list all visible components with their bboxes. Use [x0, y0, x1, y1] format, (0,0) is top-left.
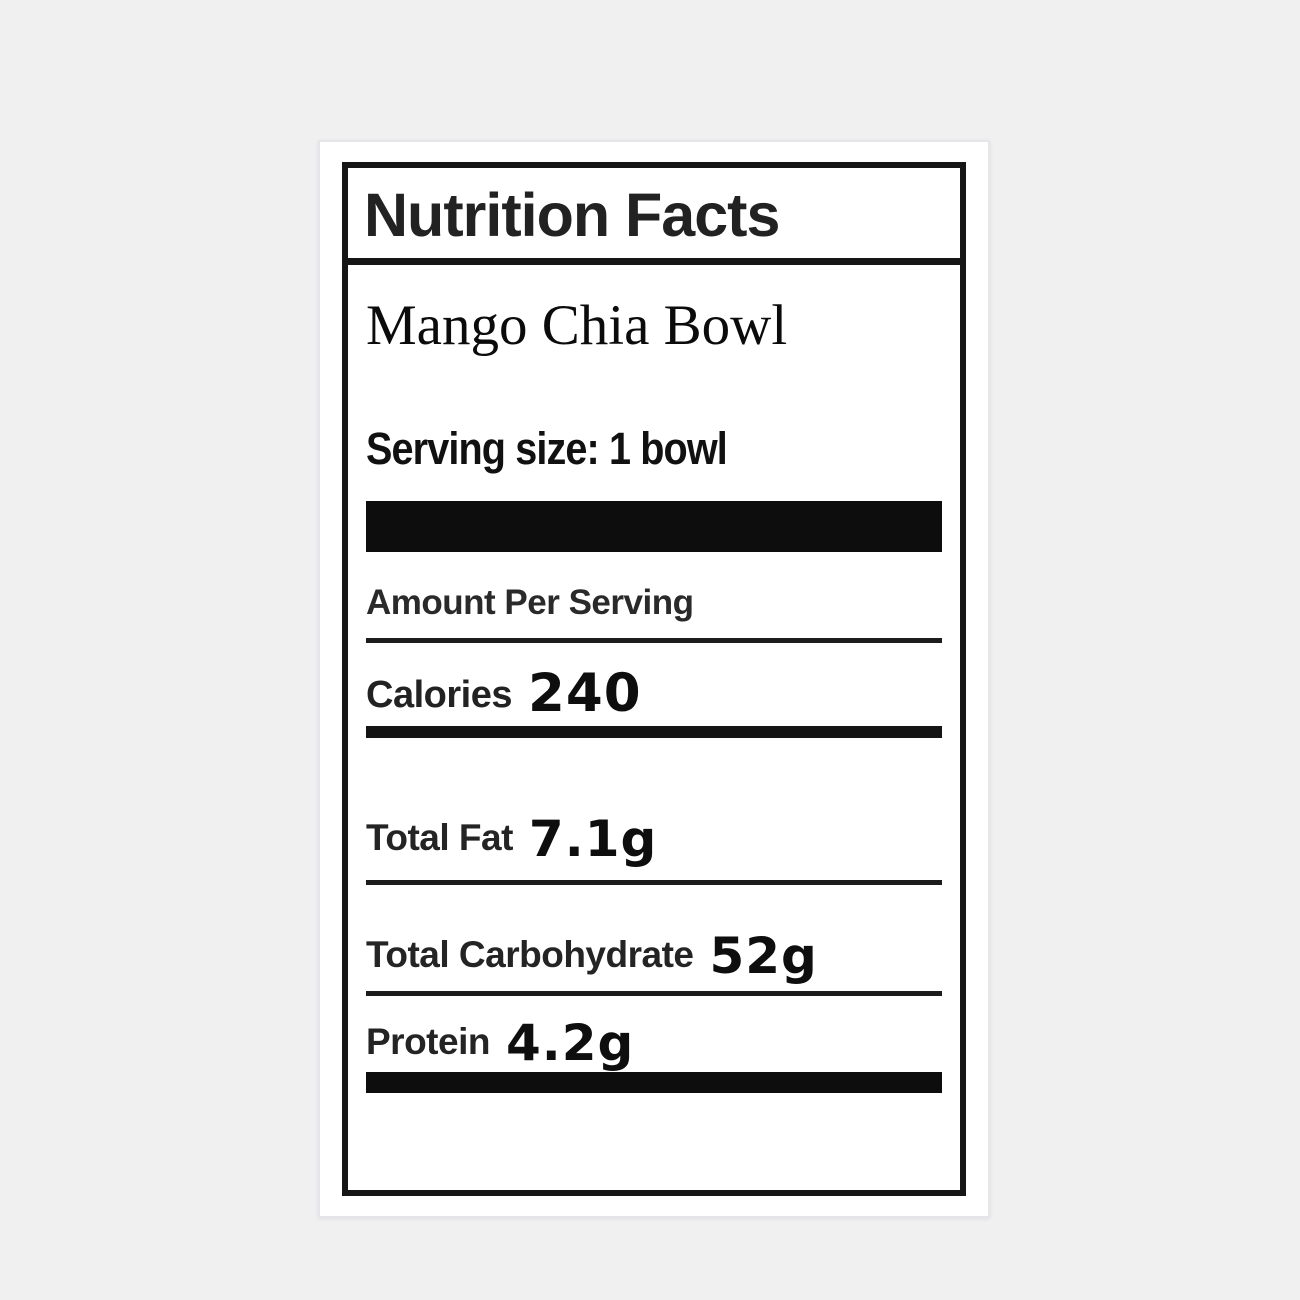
calories-label: Calories	[366, 674, 512, 716]
total-carbohydrate-label: Total Carbohydrate	[366, 934, 694, 975]
separator-bar-top	[366, 501, 942, 552]
protein-value: 4.2g	[505, 1014, 635, 1072]
label-title-section: Nutrition Facts	[348, 168, 960, 265]
nutrient-row-total-carbohydrate: Total Carbohydrate 52g	[366, 921, 942, 985]
product-name: Mango Chia Bowl	[366, 294, 788, 357]
divider-thin-2	[366, 880, 942, 885]
label-card: Nutrition Facts Mango Chia Bowl Serving …	[318, 140, 990, 1218]
divider-medium	[366, 726, 942, 738]
total-carbohydrate-value: 52g	[709, 927, 818, 985]
label-title: Nutrition Facts	[364, 181, 780, 249]
serving-size: Serving size: 1 bowl	[366, 423, 728, 474]
calories-row: Calories 240	[366, 659, 942, 724]
label-body: Mango Chia Bowl Serving size: 1 bowl Amo…	[348, 291, 960, 1093]
total-fat-label: Total Fat	[366, 817, 513, 858]
separator-bar-bottom	[366, 1072, 942, 1093]
protein-label: Protein	[366, 1021, 490, 1062]
nutrition-label: Nutrition Facts Mango Chia Bowl Serving …	[342, 162, 966, 1196]
amount-per-serving-label: Amount Per Serving	[366, 583, 694, 622]
nutrient-row-total-fat: Total Fat 7.1g	[366, 804, 942, 868]
calories-value: 240	[527, 663, 642, 724]
total-fat-value: 7.1g	[528, 810, 658, 868]
divider-thin-1	[366, 638, 942, 643]
nutrient-row-protein: Protein 4.2g	[366, 1008, 942, 1072]
divider-thin-3	[366, 991, 942, 996]
